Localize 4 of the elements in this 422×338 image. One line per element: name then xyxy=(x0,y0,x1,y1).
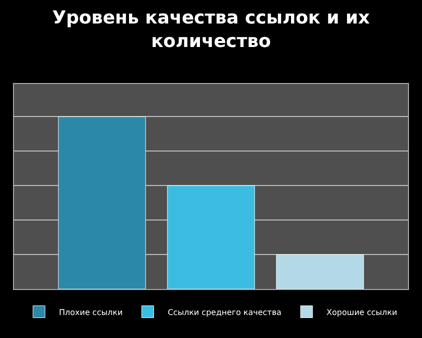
legend-label: Ссылки среднего качества xyxy=(168,308,282,317)
legend-label: Плохие ссылки xyxy=(59,308,123,317)
legend-label: Хорошие ссылки xyxy=(326,308,398,317)
chart-title: Уровень качества ссылок и их количество xyxy=(52,8,370,52)
